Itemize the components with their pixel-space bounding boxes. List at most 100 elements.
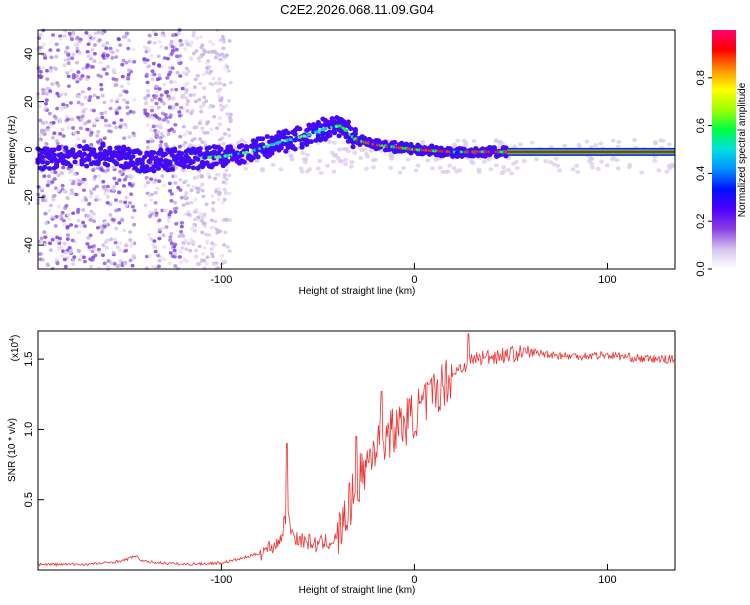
spectrogram-noise-cell	[488, 167, 494, 172]
spectrogram-noise-cell	[157, 64, 162, 68]
spectrogram-track-cell	[320, 130, 326, 136]
spectrogram-noise-cell	[130, 215, 135, 220]
spectrogram-noise-cell	[193, 77, 198, 82]
spectrogram-noise-cell	[114, 111, 119, 116]
spectrogram-noise-cell	[89, 258, 94, 262]
spectrogram-noise-cell	[72, 255, 77, 259]
spectrogram-noise-cell	[95, 95, 100, 100]
spectrogram-track-cell	[158, 157, 164, 163]
spectrogram-noise-cell	[111, 251, 116, 255]
spectrogram-noise-cell	[180, 246, 185, 250]
spectrogram-noise-cell	[632, 137, 638, 142]
spectrogram-noise-cell	[191, 185, 196, 189]
spectrogram-noise-cell	[610, 138, 616, 143]
spectrogram-noise-cell	[45, 262, 50, 266]
spectrogram-noise-cell	[118, 43, 123, 47]
spectrogram-noise-cell	[101, 53, 106, 58]
spectrogram-noise-cell	[553, 156, 559, 161]
spectrogram-noise-cell	[98, 60, 103, 65]
spectrogram-noise-cell	[50, 237, 55, 242]
spectrogram-noise-cell	[50, 180, 55, 184]
spectrogram-noise-cell	[127, 174, 132, 178]
spectrogram-noise-cell	[186, 42, 191, 47]
spectrogram-noise-cell	[224, 103, 229, 108]
spectrogram-track-cell	[352, 127, 358, 132]
spectrogram-noise-cell	[118, 241, 123, 246]
spectrogram-noise-cell	[191, 224, 196, 229]
spectrogram-noise-cell	[146, 180, 151, 185]
spectrogram-noise-cell	[217, 122, 222, 127]
spectrogram-noise-cell	[199, 35, 204, 39]
spectrogram-noise-cell	[183, 140, 188, 145]
spectrogram-noise-cell	[123, 200, 128, 205]
spectrogram-noise-cell	[174, 102, 179, 107]
spectrogram-noise-cell	[62, 223, 67, 227]
spectrogram-noise-cell	[87, 98, 92, 103]
spectrogram-noise-cell	[102, 136, 107, 140]
spectrogram-noise-cell	[92, 43, 97, 47]
spectrogram-noise-cell	[103, 221, 108, 225]
spectrogram-noise-cell	[222, 187, 227, 192]
spectrogram-noise-cell	[186, 99, 191, 103]
spectrogram-noise-cell	[447, 163, 453, 168]
spectrogram-noise-cell	[669, 162, 675, 167]
spectrogram-noise-cell	[81, 188, 86, 192]
spectrogram-noise-cell	[656, 168, 662, 173]
spectrogram-noise-cell	[152, 41, 157, 45]
spectrogram-noise-cell	[124, 204, 129, 208]
spectrogram-noise-cell	[45, 68, 50, 73]
spectrogram-noise-cell	[221, 54, 226, 59]
spectrogram-noise-cell	[178, 54, 183, 58]
spectrogram-noise-cell	[196, 56, 201, 60]
spectrogram-noise-cell	[122, 261, 127, 266]
spectrogram-noise-cell	[658, 138, 664, 143]
spectrogram-noise-cell	[211, 262, 216, 267]
spectrogram-noise-cell	[143, 101, 148, 106]
spectrogram-noise-cell	[85, 242, 90, 246]
spectrogram-noise-cell	[81, 255, 86, 260]
spectrogram-noise-cell	[501, 165, 507, 170]
spectrogram-noise-cell	[158, 143, 163, 148]
spectrogram-noise-cell	[96, 225, 101, 230]
spectrogram-noise-cell	[123, 122, 128, 127]
spectrogram-noise-cell	[53, 170, 58, 175]
spectrogram-track-cell	[46, 166, 53, 171]
spectrogram-noise-cell	[39, 187, 44, 191]
spectrogram-noise-cell	[129, 183, 134, 188]
spectrogram-noise-cell	[370, 158, 376, 163]
spectrogram-noise-cell	[75, 130, 80, 135]
spectrogram-noise-cell	[666, 142, 672, 147]
spectrogram-noise-cell	[189, 111, 194, 115]
spectrogram-noise-cell	[106, 222, 111, 227]
spectrogram-noise-cell	[87, 86, 92, 91]
spectrogram-noise-cell	[76, 207, 81, 212]
spectrogram-noise-cell	[109, 49, 114, 54]
spectrogram-noise-cell	[604, 163, 610, 168]
spectrogram-noise-cell	[533, 157, 539, 162]
spectrogram-noise-cell	[220, 253, 225, 258]
spectrogram-noise-cell	[73, 43, 78, 47]
colorbar-tick-label: 0.6	[695, 118, 707, 133]
spectrogram-noise-cell	[117, 178, 122, 182]
spectrogram-noise-cell	[128, 201, 133, 205]
spectrogram-track-cell	[260, 136, 266, 142]
spectrogram-noise-cell	[124, 90, 129, 94]
spectrogram-noise-cell	[196, 187, 201, 191]
spectrogram-noise-cell	[174, 87, 179, 92]
spectrogram-noise-cell	[56, 188, 61, 193]
spectrogram-noise-cell	[184, 96, 189, 100]
spectrogram-noise-cell	[44, 101, 49, 106]
spectrogram-noise-cell	[109, 237, 114, 242]
spectrogram-noise-cell	[121, 98, 126, 102]
spectrogram-noise-cell	[145, 123, 150, 127]
spectrogram-noise-cell	[343, 162, 349, 167]
spectrogram-noise-cell	[93, 31, 98, 36]
spectrogram-noise-cell	[126, 81, 131, 86]
spectrogram-noise-cell	[224, 177, 229, 182]
spectrogram-noise-cell	[129, 241, 134, 245]
spectrogram-noise-cell	[150, 69, 155, 73]
spectrogram-noise-cell	[95, 133, 100, 138]
spectrogram-track	[35, 115, 675, 174]
spectrogram-noise-cell	[48, 203, 53, 208]
spectrogram-noise-cell	[348, 164, 354, 169]
